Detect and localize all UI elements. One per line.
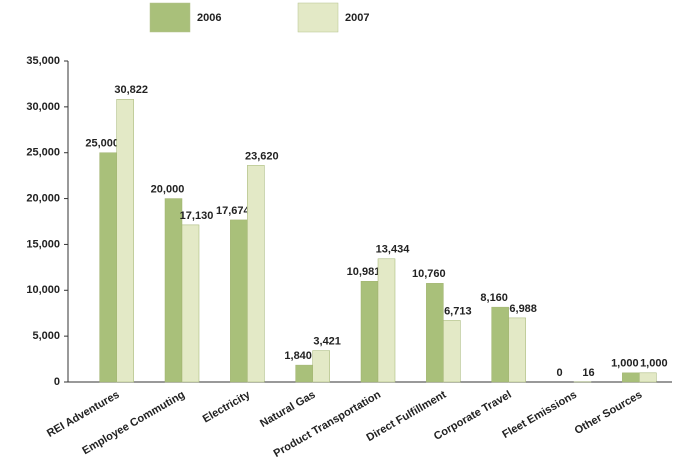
data-label: 17,130 (180, 210, 214, 222)
data-label: 20,000 (151, 183, 185, 195)
data-label: 3,421 (313, 336, 341, 348)
y-tick-label: 20,000 (26, 192, 60, 204)
bar (508, 317, 526, 383)
bar (295, 364, 313, 383)
legend-label: 2006 (197, 12, 221, 24)
bar (443, 320, 461, 383)
x-tick-label: Fleet Emissions (500, 389, 579, 441)
data-label: 17,674 (216, 205, 251, 217)
bar (116, 99, 134, 383)
bar (312, 350, 330, 383)
data-label: 25,000 (85, 138, 119, 150)
x-tick-label: Other Sources (573, 389, 645, 437)
y-tick-label: 30,000 (26, 101, 60, 113)
bar (230, 219, 248, 383)
data-label: 1,000 (640, 358, 668, 370)
bar (247, 165, 265, 383)
data-label: 30,822 (114, 84, 148, 96)
data-label: 1,000 (611, 358, 639, 370)
y-tick-label: 15,000 (26, 238, 60, 250)
x-tick-label: Product Transportation (272, 389, 384, 460)
legend-label: 2007 (345, 12, 369, 24)
data-label: 10,760 (412, 268, 446, 280)
data-label: 1,840 (284, 350, 312, 362)
data-label: 8,160 (480, 292, 508, 304)
bar (639, 372, 657, 383)
bar (377, 258, 396, 383)
x-tick-label: Electricity (201, 388, 253, 425)
bar (491, 306, 509, 383)
legend-swatch (149, 2, 191, 33)
y-tick-label: 0 (54, 376, 60, 388)
data-label: 6,988 (509, 303, 537, 315)
x-tick-label: Natural Gas (258, 389, 317, 430)
data-label: 16 (582, 367, 594, 379)
bar (426, 283, 444, 383)
bar (181, 224, 200, 383)
data-label: 0 (556, 367, 562, 379)
bar (164, 198, 183, 383)
data-label: 13,434 (376, 244, 411, 256)
y-tick-label: 5,000 (32, 330, 60, 342)
bar (99, 152, 117, 383)
data-label: 10,981 (347, 266, 381, 278)
data-label: 6,713 (444, 305, 472, 317)
y-tick-label: 25,000 (26, 147, 60, 159)
legend-swatch (297, 2, 339, 33)
y-tick-label: 10,000 (26, 284, 60, 296)
bar (360, 281, 379, 383)
y-tick-label: 35,000 (26, 55, 60, 67)
bar (622, 372, 640, 383)
data-label: 23,620 (245, 150, 279, 162)
